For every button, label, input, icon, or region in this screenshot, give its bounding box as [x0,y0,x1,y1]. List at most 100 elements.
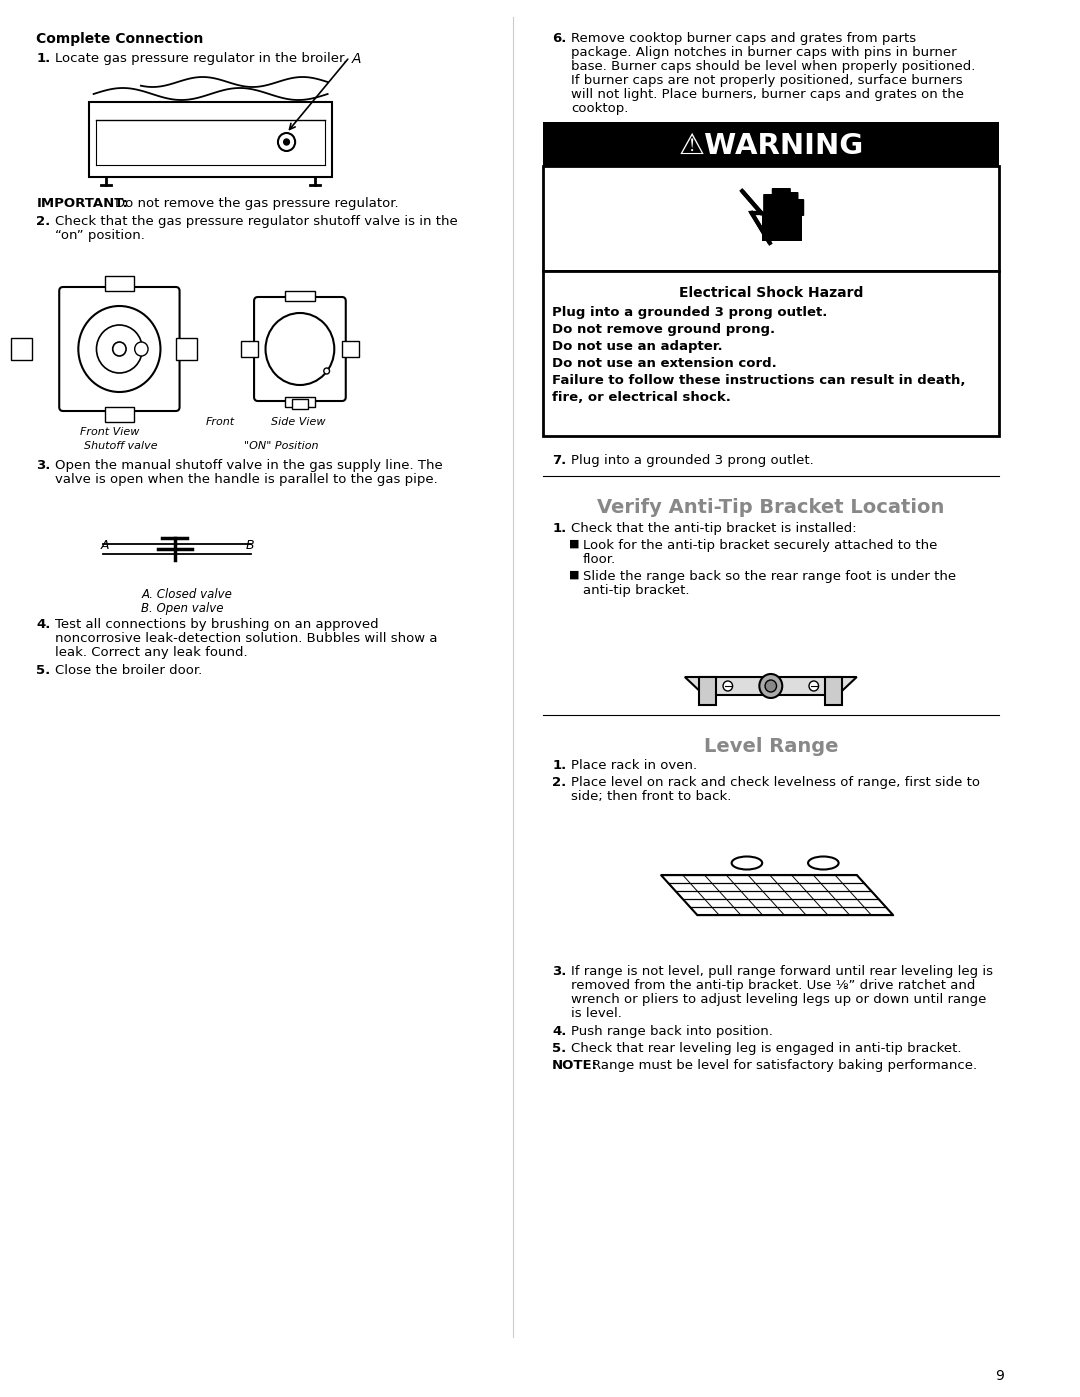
Text: Failure to follow these instructions can result in death,: Failure to follow these instructions can… [552,374,966,387]
Text: is level.: is level. [571,1007,622,1020]
FancyBboxPatch shape [254,298,346,401]
Ellipse shape [808,856,838,869]
Circle shape [284,138,289,145]
Text: 5.: 5. [37,664,51,678]
Circle shape [324,367,329,374]
Text: 1.: 1. [37,52,51,66]
Bar [542,166,999,271]
Text: Level Range: Level Range [703,738,838,756]
FancyBboxPatch shape [797,198,805,217]
Circle shape [278,133,295,151]
Bar [293,400,308,409]
Text: 4.: 4. [552,1025,566,1038]
Bar [542,271,999,436]
Text: fire, or electrical shock.: fire, or electrical shock. [552,391,731,404]
Text: Range must be level for satisfactory baking performance.: Range must be level for satisfactory bak… [592,1059,977,1071]
Text: Slide the range back so the rear range foot is under the: Slide the range back so the rear range f… [582,570,956,583]
FancyBboxPatch shape [772,189,782,217]
Text: “on” position.: “on” position. [55,229,146,242]
Text: cooktop.: cooktop. [571,102,629,115]
Text: ■: ■ [569,539,580,549]
Text: Complete Connection: Complete Connection [37,32,204,46]
Text: Place rack in oven.: Place rack in oven. [571,759,698,773]
Text: Side View: Side View [271,416,326,427]
Circle shape [112,342,126,356]
Text: package. Align notches in burner caps with pins in burner: package. Align notches in burner caps wi… [571,46,957,59]
Bar [285,291,315,300]
Bar [176,338,197,360]
Circle shape [96,326,143,373]
Text: Shutoff valve: Shutoff valve [84,441,158,451]
Text: B. Open valve: B. Open valve [141,602,224,615]
Text: Check that the anti-tip bracket is installed:: Check that the anti-tip bracket is insta… [571,522,856,535]
Text: Do not use an adapter.: Do not use an adapter. [552,339,723,353]
Text: Check that the gas pressure regulator shutoff valve is in the: Check that the gas pressure regulator sh… [55,215,458,228]
Text: Front: Front [205,416,234,427]
Circle shape [809,680,819,692]
Text: valve is open when the handle is parallel to the gas pipe.: valve is open when the handle is paralle… [55,474,438,486]
Circle shape [723,680,732,692]
Text: Test all connections by brushing on an approved: Test all connections by brushing on an a… [55,617,379,631]
Text: noncorrosive leak-detection solution. Bubbles will show a: noncorrosive leak-detection solution. Bu… [55,631,437,645]
Text: Do not use an extension cord.: Do not use an extension cord. [552,358,777,370]
Circle shape [765,680,777,692]
Text: Place level on rack and check levelness of range, first side to: Place level on rack and check levelness … [571,775,981,789]
Circle shape [266,313,335,386]
Text: 5.: 5. [552,1042,566,1055]
Bar [11,338,31,360]
Text: Close the broiler door.: Close the broiler door. [55,664,203,678]
Text: anti-tip bracket.: anti-tip bracket. [582,584,689,597]
Bar [542,122,999,166]
Text: Push range back into position.: Push range back into position. [571,1025,773,1038]
Polygon shape [685,678,856,694]
Circle shape [759,673,782,698]
Text: will not light. Place burners, burner caps and grates on the: will not light. Place burners, burner ca… [571,88,964,101]
Text: leak. Correct any leak found.: leak. Correct any leak found. [55,645,248,659]
Circle shape [135,342,148,356]
Text: IMPORTANT:: IMPORTANT: [37,197,129,210]
Text: Do not remove the gas pressure regulator.: Do not remove the gas pressure regulator… [114,197,399,210]
Ellipse shape [731,856,762,869]
Text: Look for the anti-tip bracket securely attached to the: Look for the anti-tip bracket securely a… [582,539,937,552]
Text: 3.: 3. [552,965,566,978]
Bar [241,341,258,358]
FancyBboxPatch shape [781,189,791,217]
Bar [699,678,716,705]
Text: 7.: 7. [552,454,566,467]
Polygon shape [661,875,893,915]
Bar [285,397,315,407]
Text: wrench or pliers to adjust leveling legs up or down until range: wrench or pliers to adjust leveling legs… [571,993,986,1006]
Text: 6.: 6. [552,32,566,45]
Text: Open the manual shutoff valve in the gas supply line. The: Open the manual shutoff valve in the gas… [55,460,443,472]
Text: Remove cooktop burner caps and grates from parts: Remove cooktop burner caps and grates fr… [571,32,916,45]
Text: base. Burner caps should be level when properly positioned.: base. Burner caps should be level when p… [571,60,975,73]
Text: 3.: 3. [37,460,51,472]
Text: Front View: Front View [80,427,139,437]
Text: 1.: 1. [552,522,566,535]
FancyBboxPatch shape [59,286,179,411]
Circle shape [79,306,161,393]
Text: Electrical Shock Hazard: Electrical Shock Hazard [678,286,863,300]
FancyBboxPatch shape [789,191,798,217]
Text: Locate gas pressure regulator in the broiler.: Locate gas pressure regulator in the bro… [55,52,348,66]
Text: A: A [100,539,109,552]
Text: Plug into a grounded 3 prong outlet.: Plug into a grounded 3 prong outlet. [571,454,814,467]
Text: 1.: 1. [552,759,566,773]
Text: side; then front to back.: side; then front to back. [571,789,731,803]
Bar [105,407,134,422]
Bar [342,341,360,358]
Text: If burner caps are not properly positioned, surface burners: If burner caps are not properly position… [571,74,962,87]
Text: B: B [245,539,254,552]
Text: Plug into a grounded 3 prong outlet.: Plug into a grounded 3 prong outlet. [552,306,827,319]
Text: removed from the anti-tip bracket. Use ⅛” drive ratchet and: removed from the anti-tip bracket. Use ⅛… [571,979,975,992]
Text: ■: ■ [569,570,580,580]
Bar [105,277,134,291]
Text: "ON" Position: "ON" Position [244,441,319,451]
Text: Do not remove ground prong.: Do not remove ground prong. [552,323,775,337]
Text: 4.: 4. [37,617,51,631]
Text: 2.: 2. [37,215,51,228]
Text: 2.: 2. [552,775,566,789]
Text: NOTE:: NOTE: [552,1059,598,1071]
FancyBboxPatch shape [764,194,772,217]
Text: ⚠WARNING: ⚠WARNING [678,131,863,161]
